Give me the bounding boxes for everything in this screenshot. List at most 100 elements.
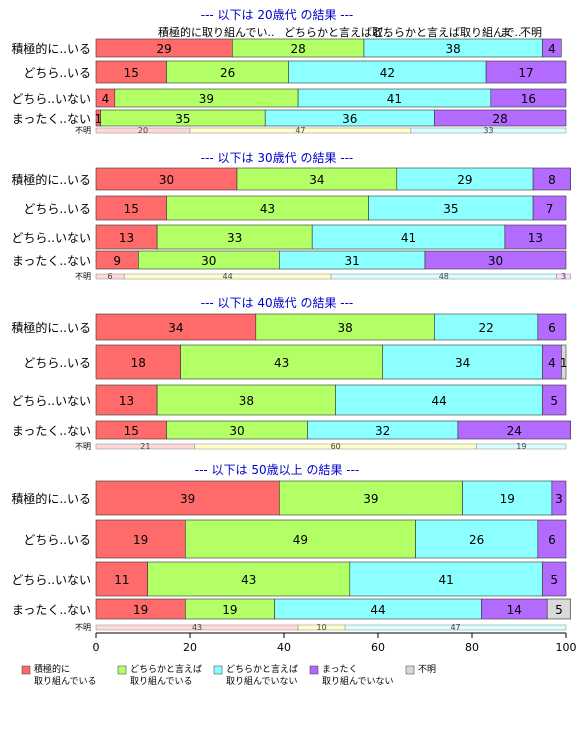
segment-label: 13 xyxy=(119,394,134,408)
bar-segment xyxy=(457,420,571,440)
x-tick-label: 60 xyxy=(371,641,385,654)
legend-label: 取り組んでいる xyxy=(130,675,193,687)
segment-label: 4 xyxy=(548,356,556,370)
bar-segment xyxy=(185,519,416,559)
unknown-label: 不明 xyxy=(75,126,91,135)
segment-label: 7 xyxy=(546,202,554,216)
panel-title: --- 以下は 20歳代 の結果 --- xyxy=(201,8,354,22)
panel-title: --- 以下は 40歳代 の結果 --- xyxy=(201,296,354,310)
segment-label: 29 xyxy=(157,42,172,56)
segment-label: 33 xyxy=(227,231,242,245)
unknown-value-label: 43 xyxy=(192,623,202,632)
unknown-segment xyxy=(556,273,571,280)
bar-segment xyxy=(166,195,369,221)
segment-label: 6 xyxy=(548,321,556,335)
bar-segment xyxy=(537,519,567,559)
panel-title: --- 以下は 50歳以上 の結果 --- xyxy=(195,463,360,477)
segment-label: 30 xyxy=(201,254,216,268)
unknown-value-label: 48 xyxy=(439,272,449,281)
row-label: どちら..いない xyxy=(11,92,91,106)
bar-segment xyxy=(532,195,567,221)
bar-segment xyxy=(95,344,181,380)
segment-label: 34 xyxy=(168,321,183,335)
unknown-value-label: 20 xyxy=(138,126,148,135)
segment-label: 17 xyxy=(518,66,533,80)
legend-label: 取り組んでいる xyxy=(34,675,97,687)
row-label: まったく..ない xyxy=(12,603,91,617)
segment-label: 30 xyxy=(159,173,174,187)
segment-label: 1 xyxy=(560,356,568,370)
column-header: 不明 xyxy=(520,26,542,39)
segment-label: 34 xyxy=(455,356,470,370)
segment-label: 14 xyxy=(507,603,522,617)
segment-label: 31 xyxy=(345,254,360,268)
segment-label: 11 xyxy=(114,573,129,587)
legend-label: まったく xyxy=(322,664,358,675)
bar-segment xyxy=(434,313,539,341)
unknown-value-label: 19 xyxy=(516,442,526,451)
bar-segment xyxy=(147,561,351,597)
bar-segment xyxy=(95,195,167,221)
bar-segment xyxy=(335,384,543,416)
segment-label: 38 xyxy=(446,42,461,56)
segment-label: 26 xyxy=(469,533,484,547)
bar-segment xyxy=(546,598,572,620)
bar-segment xyxy=(156,384,337,416)
bar-segment xyxy=(504,224,567,250)
unknown-value-label: 6 xyxy=(108,272,113,281)
unknown-value-label: 47 xyxy=(450,623,460,632)
segment-label: 28 xyxy=(493,112,508,126)
legend-label: どちらかと言えば xyxy=(226,663,298,675)
legend-label: どちらかと言えば xyxy=(130,663,202,675)
segment-label: 19 xyxy=(222,603,237,617)
segment-label: 4 xyxy=(102,92,110,106)
segment-label: 6 xyxy=(548,533,556,547)
bar-segment xyxy=(560,344,567,380)
bar-segment xyxy=(542,384,567,416)
bar-segment xyxy=(156,224,313,250)
column-header: どちらかと言えば取り組んで.. xyxy=(372,26,521,39)
bar-segment xyxy=(434,109,567,127)
row-label: 積極的に..いる xyxy=(11,320,91,335)
bar-segment xyxy=(542,38,562,58)
segment-label: 15 xyxy=(124,424,139,438)
segment-label: 43 xyxy=(241,573,256,587)
unknown-segment xyxy=(476,443,567,450)
row-label: まったく..ない xyxy=(12,254,91,268)
row-label: 積極的に..いる xyxy=(11,172,91,187)
unknown-label: 不明 xyxy=(75,442,91,451)
segment-label: 35 xyxy=(175,112,190,126)
legend-label: 積極的に xyxy=(34,663,70,675)
row-label: まったく..ない xyxy=(12,424,91,438)
segment-label: 15 xyxy=(124,202,139,216)
segment-label: 49 xyxy=(293,533,308,547)
bar-segment xyxy=(551,480,567,516)
row-label: どちら..いる xyxy=(23,533,91,547)
unknown-value-label: 44 xyxy=(223,272,233,281)
legend-label: 取り組んでいない xyxy=(322,675,394,687)
segment-label: 26 xyxy=(220,66,235,80)
legend-label: 不明 xyxy=(418,664,436,675)
bar-segment xyxy=(532,167,571,191)
bar-segment xyxy=(95,384,158,416)
row-label: どちら..いる xyxy=(23,356,91,370)
segment-label: 44 xyxy=(431,394,446,408)
segment-label: 29 xyxy=(457,173,472,187)
bar-segment xyxy=(95,313,257,341)
segment-label: 39 xyxy=(180,492,195,506)
unknown-value-label: 47 xyxy=(295,126,305,135)
bar-segment xyxy=(95,224,158,250)
row-label: どちら..いる xyxy=(23,202,91,216)
legend-swatch xyxy=(21,665,31,675)
segment-label: 39 xyxy=(363,492,378,506)
bar-segment xyxy=(485,60,567,84)
segment-label: 19 xyxy=(500,492,515,506)
bar-segment xyxy=(95,480,280,516)
segment-label: 28 xyxy=(290,42,305,56)
row-label: どちら..いない xyxy=(11,394,91,408)
segment-label: 13 xyxy=(119,231,134,245)
x-tick-label: 100 xyxy=(556,641,577,654)
unknown-value-label: 3 xyxy=(561,272,566,281)
segment-label: 36 xyxy=(342,112,357,126)
